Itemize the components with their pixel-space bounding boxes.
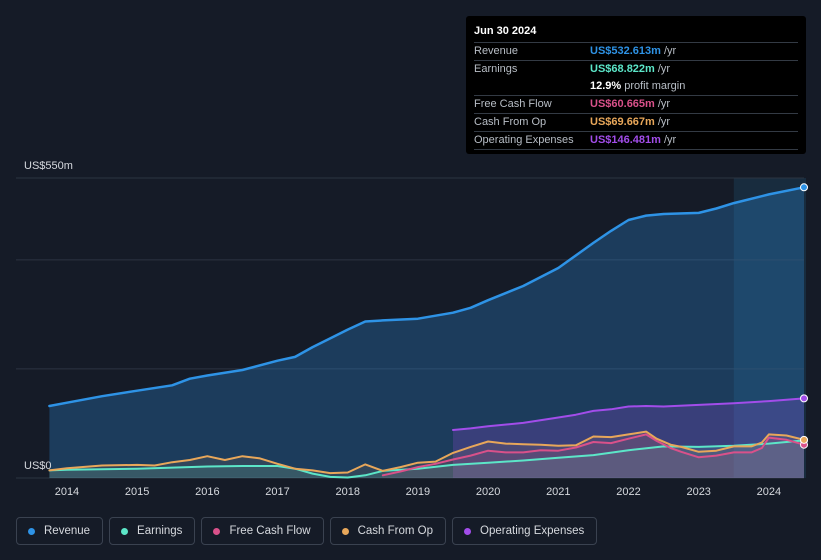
- tooltip-row-unit: /yr: [657, 98, 671, 110]
- series-area-revenue: [49, 187, 804, 479]
- legend-dot-icon: [213, 527, 221, 535]
- tooltip-row-unit: /yr: [663, 45, 677, 57]
- tooltip-row-label: Free Cash Flow: [474, 98, 552, 110]
- legend-label: Free Cash Flow: [229, 525, 311, 537]
- series-area-earnings: [49, 440, 804, 478]
- tooltip-row-unit: profit margin: [624, 80, 686, 92]
- tooltip-row: Revenue US$532.613m/yr: [474, 43, 798, 61]
- legend-item-earnings[interactable]: Earnings: [109, 517, 196, 545]
- series-line-revenue: [48, 186, 806, 408]
- x-tick-label: 2019: [406, 486, 430, 498]
- legend-item-cash-from-op[interactable]: Cash From Op: [329, 517, 447, 545]
- series-end-marker-opex: [800, 394, 808, 403]
- legend-label: Cash From Op: [357, 525, 434, 537]
- x-tick-label: 2014: [55, 486, 79, 498]
- tooltip-row-unit: /yr: [657, 116, 671, 128]
- forecast-band: [733, 178, 806, 478]
- tooltip-row: Free Cash Flow US$60.665m/yr: [474, 96, 798, 114]
- tooltip-row-value: US$532.613m: [590, 45, 661, 57]
- tooltip-row-value: US$60.665m: [590, 98, 655, 110]
- legend-label: Earnings: [137, 525, 183, 537]
- legend-dot-icon: [28, 527, 35, 535]
- hover-tooltip: Jun 30 2024 Revenue US$532.613m/yr Earning…: [466, 16, 806, 154]
- x-tick-label: 2017: [265, 486, 289, 498]
- chart-legend: Revenue Earnings Free Cash Flow Cash From O…: [16, 517, 598, 545]
- legend-dot-icon: [121, 527, 129, 535]
- tooltip-row-label: Operating Expenses: [474, 134, 574, 146]
- legend-item-operating-expenses[interactable]: Operating Expenses: [452, 517, 598, 545]
- tooltip-row-value: US$68.822m: [590, 63, 655, 75]
- x-tick-label: 2021: [546, 486, 570, 498]
- legend-item-revenue[interactable]: Revenue: [16, 517, 104, 545]
- y-axis-bottom-label: US$0: [24, 460, 52, 472]
- tooltip-row: Cash From Op US$69.667m/yr: [474, 114, 798, 132]
- x-tick-label: 2022: [616, 486, 640, 498]
- series-end-marker-revenue: [800, 183, 808, 192]
- tooltip-row: Earnings US$68.822m/yr: [474, 61, 798, 78]
- x-tick-label: 2015: [125, 486, 149, 498]
- x-tick-label: 2024: [757, 486, 781, 498]
- legend-label: Revenue: [44, 525, 91, 537]
- legend-dot-icon: [341, 527, 349, 535]
- series-line-cfo: [48, 430, 805, 475]
- chart-canvas: 2014 2015 2016 2017 2018 2019 2020 2021 2022 2023…: [16, 177, 808, 498]
- series-line-opex: [452, 397, 805, 431]
- series-area-fcf: [382, 434, 804, 478]
- tooltip-row-label: Revenue: [474, 45, 519, 57]
- tooltip-row-label: Cash From Op: [474, 116, 547, 128]
- tooltip-row-value: US$146.481m: [590, 134, 661, 146]
- x-tick-label: 2023: [686, 486, 710, 498]
- legend-label: Operating Expenses: [480, 525, 585, 537]
- y-axis-top-label: US$550m: [24, 160, 73, 172]
- tooltip-row-unit: /yr: [657, 63, 671, 75]
- tooltip-row-label: Earnings: [474, 63, 518, 75]
- legend-item-free-cash-flow[interactable]: Free Cash Flow: [201, 517, 324, 545]
- tooltip-row-label: [474, 78, 590, 95]
- tooltip-row: 12.9% profit margin: [474, 78, 798, 96]
- series-line-fcf: [381, 433, 805, 477]
- tooltip-row-value: US$69.667m: [590, 116, 655, 128]
- tooltip-row-value: 12.9%: [590, 80, 622, 92]
- tooltip-row-unit: /yr: [663, 134, 677, 146]
- x-tick-label: 2016: [195, 486, 219, 498]
- x-tick-label: 2018: [335, 486, 359, 498]
- tooltip-date: Jun 30 2024: [474, 24, 798, 43]
- x-tick-label: 2020: [476, 486, 500, 498]
- tooltip-row: Operating Expenses US$146.481m/yr: [474, 132, 798, 150]
- series-end-marker-cfo: [800, 435, 808, 444]
- legend-dot-icon: [464, 527, 472, 535]
